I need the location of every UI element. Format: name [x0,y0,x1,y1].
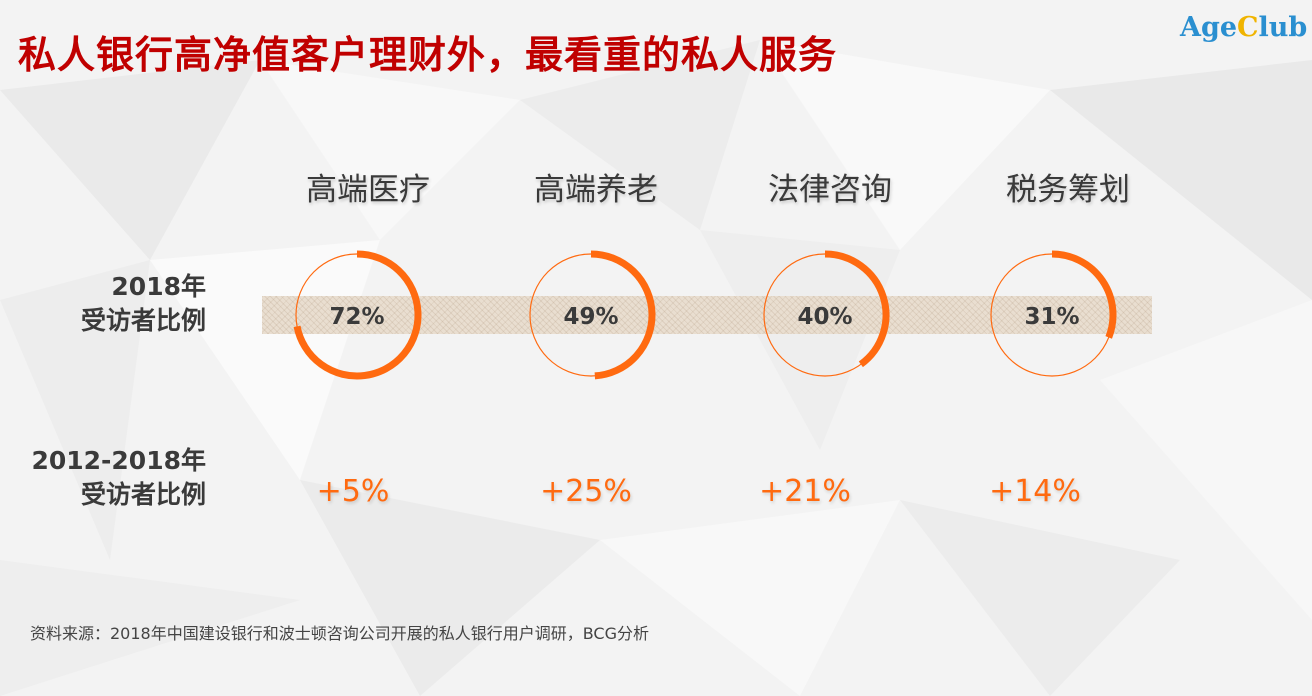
ring-arc-elderly-care [590,250,656,380]
ring-arc-tax [1051,250,1117,339]
category-label-tax: 税务筹划 [1006,172,1130,208]
ring-value-label-elderly-care: 49% [563,304,618,330]
source-note: 资料来源：2018年中国建设银行和波士顿咨询公司开展的私人银行用户调研，BCG分… [30,624,649,643]
growth-value-elderly-care: +25% [540,474,632,509]
ring-arc-medical [293,250,422,380]
row-label-2018: 2018年 受访者比例 [80,272,206,335]
category-label-medical: 高端医疗 [306,172,430,208]
growth-value-medical: +5% [316,474,390,509]
category-label-elderly-care: 高端养老 [534,172,658,208]
ageclub-logo: AgeClub [1180,12,1308,43]
texture-band [262,296,1152,334]
row-label-2012-2018: 2012-2018年 受访者比例 [31,446,206,509]
growth-value-legal: +21% [759,474,851,509]
ring-value-label-medical: 72% [329,304,384,330]
growth-value-tax: +14% [989,474,1081,509]
page-title: 私人银行高净值客户理财外，最看重的私人服务 [18,33,838,77]
ring-value-label-legal: 40% [797,304,852,330]
category-label-legal: 法律咨询 [768,172,892,208]
ring-arc-legal [824,250,890,368]
ring-value-label-tax: 31% [1024,304,1079,330]
